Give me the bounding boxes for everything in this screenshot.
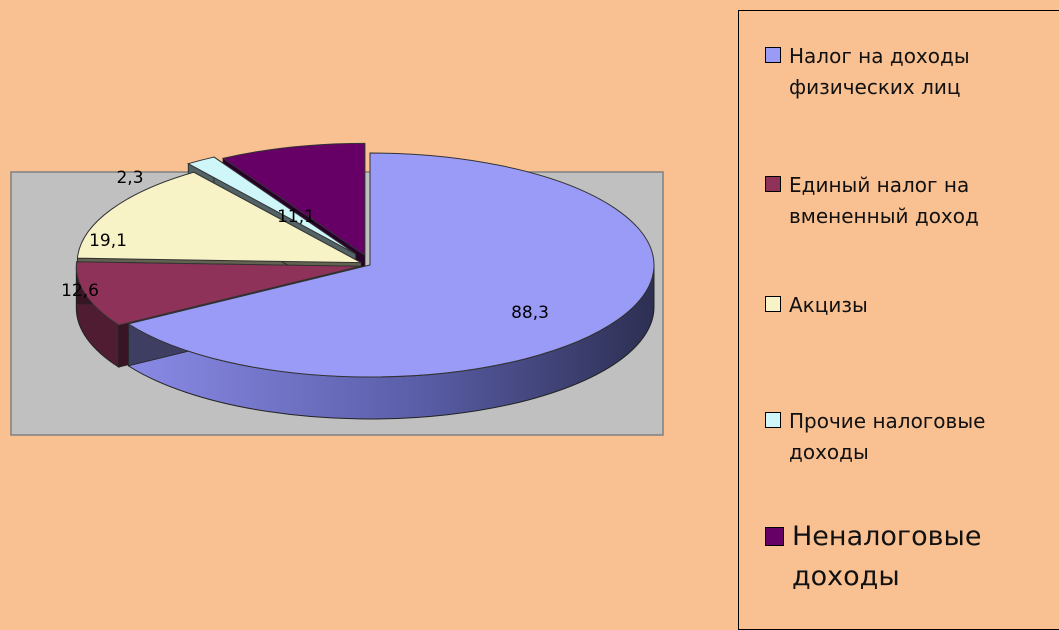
legend-swatch-other-tax	[765, 412, 781, 428]
legend-label-envd: Единый налог на вмененный доход	[789, 173, 979, 228]
legend-item-non-tax: Неналоговые доходы	[765, 521, 1042, 597]
legend-item-envd: Единый налог на вмененный доход	[765, 173, 1025, 232]
legend-swatch-non-tax	[765, 527, 784, 546]
legend-label-other-tax: Прочие налоговые доходы	[789, 409, 986, 464]
legend-swatch-envd	[765, 176, 781, 192]
pie-slice-top-non-tax	[221, 142, 366, 257]
pie-slice-ndfl	[127, 152, 655, 420]
legend: Налог на доходы физических лиц Единый на…	[738, 10, 1059, 630]
legend-label-excise: Акцизы	[789, 293, 868, 317]
legend-item-other-tax: Прочие налоговые доходы	[765, 409, 1025, 468]
pie-slice-top-envd	[75, 261, 361, 326]
pie-slice-top-other-tax	[186, 156, 357, 255]
legend-swatch-ndfl	[765, 47, 781, 63]
data-label-other-tax: 2,3	[116, 168, 143, 188]
data-label-excise: 19,1	[89, 231, 127, 251]
data-label-ndfl: 88,3	[511, 303, 549, 323]
legend-item-excise: Акцизы	[765, 293, 868, 321]
data-label-non-tax: 11,1	[277, 207, 315, 227]
legend-label-non-tax: Неналоговые доходы	[792, 521, 982, 592]
legend-swatch-excise	[765, 296, 781, 312]
legend-label-ndfl: Налог на доходы физических лиц	[789, 44, 970, 99]
pie-chart: 88,3 12,6 19,1 2,3 11,1	[10, 142, 664, 436]
data-label-envd: 12,6	[61, 281, 99, 301]
legend-item-ndfl: Налог на доходы физических лиц	[765, 44, 1025, 103]
pie-slice-top-ndfl	[127, 152, 655, 378]
pie-slice-top-excise	[76, 171, 362, 264]
